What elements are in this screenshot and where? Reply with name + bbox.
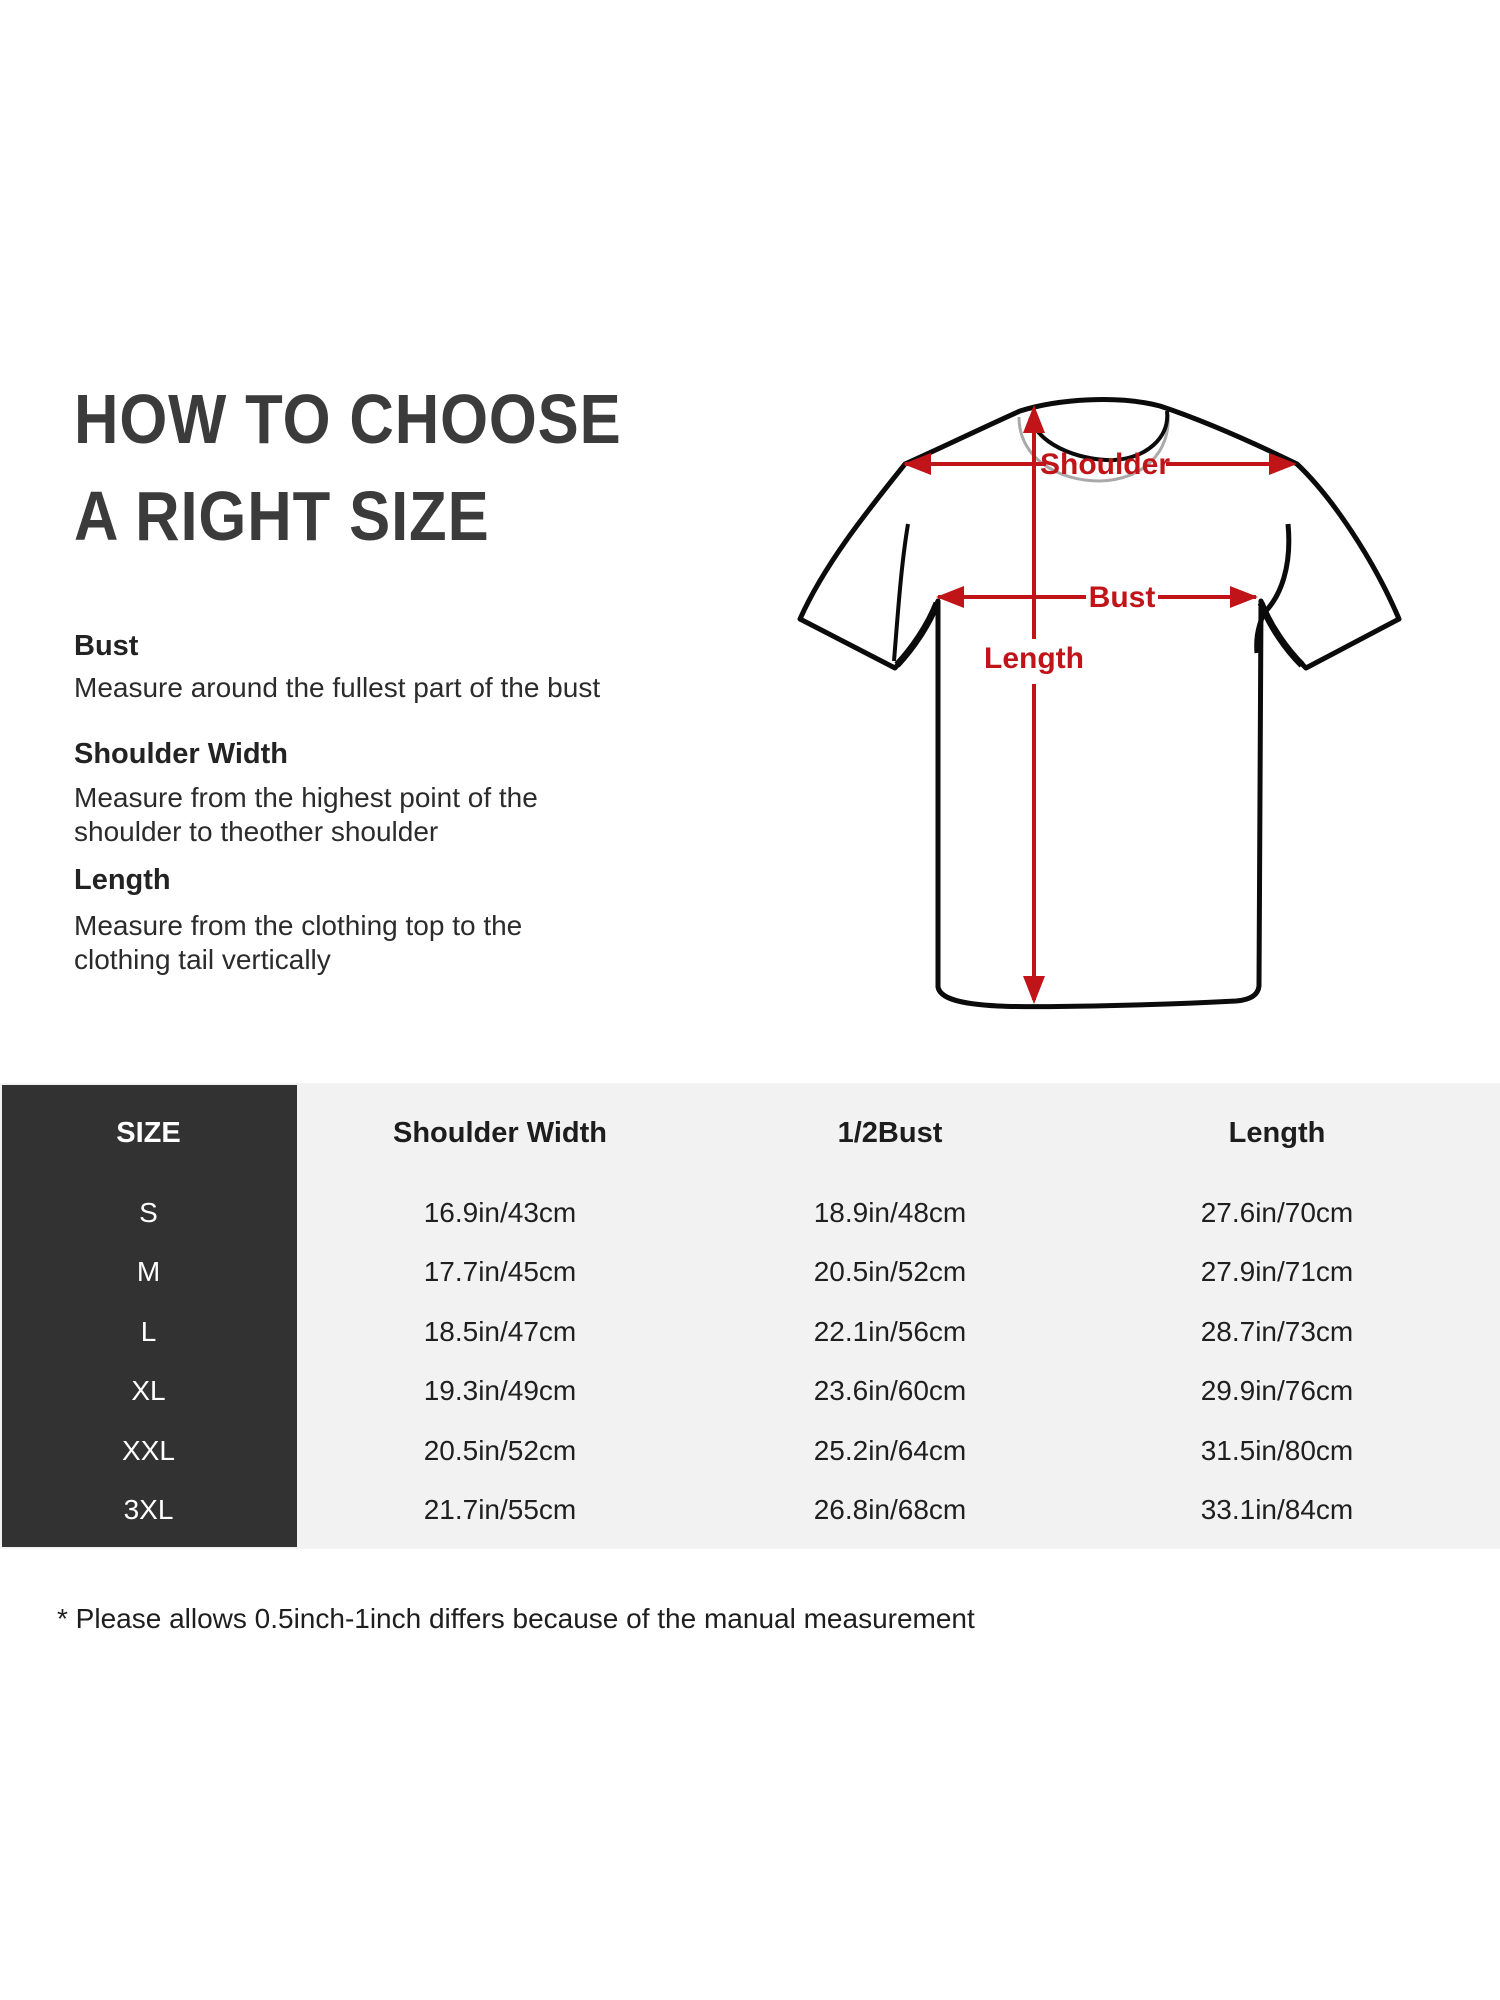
left-sleeve-seam bbox=[892, 523, 910, 662]
row-m-shoulder-width: 17.7in/45cm bbox=[423, 1256, 577, 1288]
row-m-half-bust: 20.5in/52cm bbox=[813, 1256, 967, 1288]
size-table: SIZE Shoulder Width 1/2Bust Length S 16.… bbox=[0, 1083, 1500, 1549]
row-xxl-shoulder-width: 20.5in/52cm bbox=[423, 1434, 577, 1466]
column-header-size: SIZE bbox=[116, 1116, 181, 1149]
length-label: Length bbox=[984, 642, 1084, 675]
row-3xl-length: 33.1in/84cm bbox=[1200, 1494, 1354, 1526]
row-l-shoulder-width: 18.5in/47cm bbox=[423, 1315, 577, 1347]
length-arrowhead-top-icon bbox=[1023, 405, 1045, 433]
bust-label: Bust bbox=[1089, 581, 1156, 614]
shoulder-arrowhead-right-icon bbox=[1269, 453, 1297, 475]
row-xl-shoulder-width: 19.3in/49cm bbox=[423, 1375, 577, 1407]
row-3xl-shoulder-width: 21.7in/55cm bbox=[423, 1494, 577, 1526]
length-heading: Length bbox=[74, 864, 171, 896]
column-header-length: Length bbox=[1228, 1116, 1326, 1149]
page-title-line-2: A RIGHT SIZE bbox=[74, 477, 490, 555]
shoulder-width-description-line-1: Measure from the highest point of the bbox=[74, 782, 538, 813]
tshirt-measurement-diagram: Shoulder Bust Length bbox=[797, 397, 1402, 1010]
page-title-line-1: HOW TO CHOOSE bbox=[74, 380, 622, 458]
row-l-size-label: L bbox=[140, 1315, 157, 1347]
left-underarm-shadow bbox=[894, 601, 941, 668]
length-description-line-2: clothing tail vertically bbox=[74, 944, 331, 975]
shoulder-width-description: Measure from the highest point of the sh… bbox=[74, 781, 538, 849]
column-header-shoulder-width: Shoulder Width bbox=[393, 1116, 607, 1149]
row-s-half-bust: 18.9in/48cm bbox=[813, 1196, 967, 1228]
page-title: HOW TO CHOOSE A RIGHT SIZE bbox=[74, 371, 622, 565]
row-s-shoulder-width: 16.9in/43cm bbox=[423, 1196, 577, 1228]
row-xl-length: 29.9in/76cm bbox=[1200, 1375, 1354, 1407]
row-s-size-label: S bbox=[139, 1196, 158, 1228]
bust-arrowhead-left-icon bbox=[936, 586, 964, 608]
shoulder-label: Shoulder bbox=[1040, 448, 1170, 481]
row-xl-half-bust: 23.6in/60cm bbox=[813, 1375, 967, 1407]
length-description: Measure from the clothing top to the clo… bbox=[74, 909, 522, 977]
length-arrowhead-bottom-icon bbox=[1023, 976, 1045, 1004]
shoulder-arrowhead-left-icon bbox=[903, 453, 931, 475]
row-s-length: 27.6in/70cm bbox=[1200, 1196, 1354, 1228]
bust-description: Measure around the fullest part of the b… bbox=[74, 671, 600, 705]
shoulder-width-description-line-2: shoulder to theother shoulder bbox=[74, 816, 439, 847]
bust-arrowhead-right-icon bbox=[1230, 586, 1258, 608]
row-l-half-bust: 22.1in/56cm bbox=[813, 1315, 967, 1347]
row-xxl-half-bust: 25.2in/64cm bbox=[813, 1434, 967, 1466]
row-m-size-label: M bbox=[136, 1256, 161, 1288]
right-underarm-shadow bbox=[1257, 601, 1305, 668]
tshirt-outline bbox=[797, 397, 1402, 1010]
column-header-half-bust: 1/2Bust bbox=[837, 1116, 943, 1149]
bust-heading: Bust bbox=[74, 630, 139, 662]
bust-description-line-1: Measure around the fullest part of the b… bbox=[74, 672, 601, 703]
length-description-line-1: Measure from the clothing top to the bbox=[74, 910, 523, 941]
shoulder-width-heading: Shoulder Width bbox=[74, 738, 288, 770]
row-xxl-length: 31.5in/80cm bbox=[1200, 1434, 1354, 1466]
row-xl-size-label: XL bbox=[131, 1375, 166, 1407]
collar-back-seam bbox=[1017, 413, 1170, 483]
row-m-length: 27.9in/71cm bbox=[1200, 1256, 1354, 1288]
row-3xl-size-label: 3XL bbox=[123, 1494, 174, 1526]
collar-inner-line bbox=[1028, 410, 1170, 463]
row-3xl-half-bust: 26.8in/68cm bbox=[813, 1494, 967, 1526]
measurement-disclaimer: * Please allows 0.5inch-1inch differs be… bbox=[57, 1603, 975, 1634]
size-column-background bbox=[2, 1085, 297, 1547]
row-xxl-size-label: XXL bbox=[122, 1434, 175, 1466]
row-l-length: 28.7in/73cm bbox=[1200, 1315, 1354, 1347]
